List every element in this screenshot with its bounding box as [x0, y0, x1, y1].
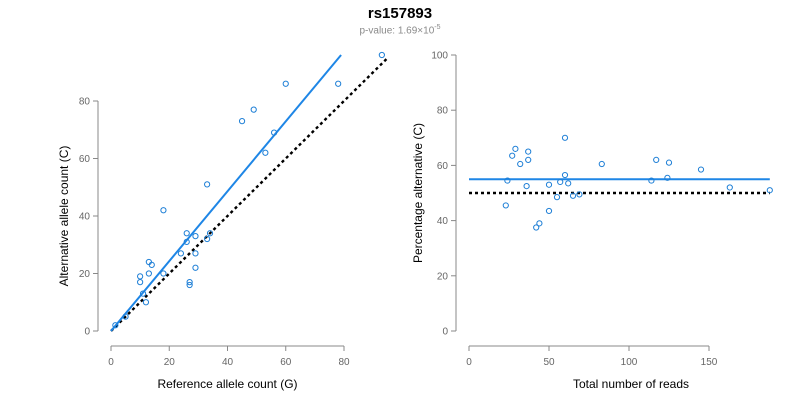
- data-point: [160, 207, 167, 214]
- y-tick-label: 20: [79, 269, 91, 280]
- data-point: [204, 235, 211, 243]
- data-point: [192, 264, 199, 271]
- data-point: [545, 181, 553, 188]
- data-point: [192, 250, 199, 257]
- x-tick-label: 150: [701, 357, 718, 368]
- p-value-exponent: -5: [434, 24, 441, 31]
- x-tick-label: 0: [108, 357, 114, 368]
- data-point: [122, 313, 129, 320]
- data-point: [525, 156, 532, 163]
- x-tick-label: 20: [164, 357, 176, 368]
- data-point: [648, 177, 655, 184]
- p-value-label: p-value: 1.69×10: [359, 25, 435, 37]
- data-point: [545, 207, 553, 215]
- data-point: [766, 187, 773, 194]
- y-tick-label: 40: [79, 212, 91, 223]
- x-axis-title: Total number of reads: [573, 377, 689, 391]
- data-point: [533, 224, 540, 231]
- data-point: [148, 261, 155, 268]
- y-tick-label: 80: [79, 97, 91, 108]
- y-axis-title: Alternative allele count (C): [57, 146, 71, 287]
- x-tick-label: 0: [466, 357, 472, 368]
- data-point: [137, 273, 144, 280]
- data-point: [561, 134, 569, 141]
- data-point: [145, 270, 152, 277]
- chart-subtitle: p-value: 1.69×10-5: [0, 24, 800, 36]
- reference-line: [110, 57, 389, 332]
- y-tick-label: 40: [437, 216, 449, 227]
- y-tick-label: 20: [437, 271, 449, 282]
- data-point: [160, 270, 167, 277]
- data-point: [502, 202, 509, 209]
- x-tick-label: 100: [621, 357, 638, 368]
- data-point: [186, 281, 193, 289]
- data-point: [250, 106, 257, 113]
- data-point: [523, 183, 530, 190]
- data-point: [183, 238, 190, 245]
- data-point: [664, 174, 671, 181]
- data-point: [512, 145, 519, 152]
- data-point: [177, 250, 184, 257]
- data-point: [142, 299, 150, 306]
- data-point: [553, 194, 561, 201]
- data-point: [517, 160, 524, 168]
- x-tick-label: 60: [280, 357, 292, 368]
- data-point: [378, 51, 385, 59]
- data-point: [112, 322, 119, 329]
- data-point: [282, 80, 289, 87]
- data-point: [653, 156, 660, 163]
- left-scatter-panel: 0 20 40 60 80 0 20 40 60 80 Reference allele count…: [57, 51, 389, 391]
- data-point: [576, 191, 583, 198]
- data-point: [271, 129, 278, 136]
- x-tick-label: 50: [543, 357, 555, 368]
- data-point: [238, 118, 246, 125]
- x-axis-title: Reference allele count (G): [157, 377, 297, 391]
- data-point: [335, 80, 342, 87]
- data-point: [565, 180, 572, 187]
- data-point: [186, 279, 193, 286]
- data-point: [536, 220, 543, 227]
- x-tick-label: 80: [338, 357, 350, 368]
- y-tick-label: 0: [84, 327, 90, 338]
- y-tick-label: 0: [442, 327, 448, 338]
- data-point: [665, 159, 673, 166]
- y-tick-label: 80: [437, 106, 449, 117]
- y-tick-label: 100: [431, 51, 448, 62]
- data-point: [137, 279, 144, 286]
- data-point: [557, 178, 564, 186]
- data-point: [525, 148, 532, 155]
- chart-title: rs157893: [367, 5, 433, 22]
- data-point: [726, 184, 733, 191]
- x-tick-label: 40: [222, 357, 234, 368]
- data-point: [139, 290, 147, 297]
- fit-line: [110, 54, 342, 332]
- data-point: [697, 166, 705, 173]
- y-tick-label: 60: [437, 161, 449, 172]
- data-point: [569, 192, 577, 199]
- data-point: [183, 230, 190, 237]
- y-axis-title: Percentage alternative (C): [411, 123, 425, 263]
- data-point: [206, 230, 214, 237]
- data-point: [504, 177, 511, 184]
- data-point: [598, 160, 605, 168]
- y-tick-label: 60: [79, 154, 91, 165]
- data-point: [192, 233, 199, 240]
- data-point: [561, 171, 569, 179]
- right-scatter-panel: 0 50 100 150 0 20 40 60 80 100 Total number of rea…: [411, 51, 773, 391]
- data-point: [204, 181, 211, 188]
- data-point: [262, 149, 269, 156]
- data-point: [509, 152, 516, 159]
